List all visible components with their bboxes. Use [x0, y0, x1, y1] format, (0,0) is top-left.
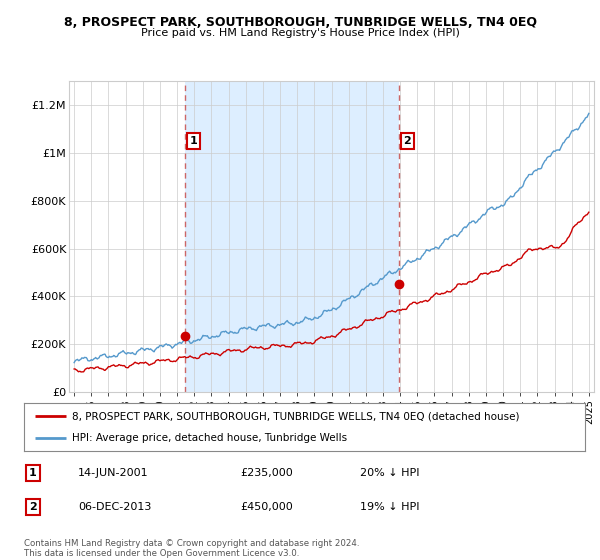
Text: 06-DEC-2013: 06-DEC-2013: [78, 502, 151, 512]
Text: £235,000: £235,000: [240, 468, 293, 478]
Text: 1: 1: [190, 136, 197, 146]
Text: Price paid vs. HM Land Registry's House Price Index (HPI): Price paid vs. HM Land Registry's House …: [140, 28, 460, 38]
Text: 2: 2: [403, 136, 411, 146]
Text: HPI: Average price, detached house, Tunbridge Wells: HPI: Average price, detached house, Tunb…: [71, 433, 347, 443]
Text: 8, PROSPECT PARK, SOUTHBOROUGH, TUNBRIDGE WELLS, TN4 0EQ: 8, PROSPECT PARK, SOUTHBOROUGH, TUNBRIDG…: [64, 16, 536, 29]
Text: 20% ↓ HPI: 20% ↓ HPI: [360, 468, 419, 478]
Bar: [185, 81, 399, 392]
Text: Contains HM Land Registry data © Crown copyright and database right 2024.
This d: Contains HM Land Registry data © Crown c…: [24, 539, 359, 558]
Text: £450,000: £450,000: [240, 502, 293, 512]
Text: 1: 1: [29, 468, 37, 478]
Text: 14-JUN-2001: 14-JUN-2001: [78, 468, 149, 478]
Text: 2: 2: [29, 502, 37, 512]
Text: 19% ↓ HPI: 19% ↓ HPI: [360, 502, 419, 512]
Text: 8, PROSPECT PARK, SOUTHBOROUGH, TUNBRIDGE WELLS, TN4 0EQ (detached house): 8, PROSPECT PARK, SOUTHBOROUGH, TUNBRIDG…: [71, 411, 519, 421]
